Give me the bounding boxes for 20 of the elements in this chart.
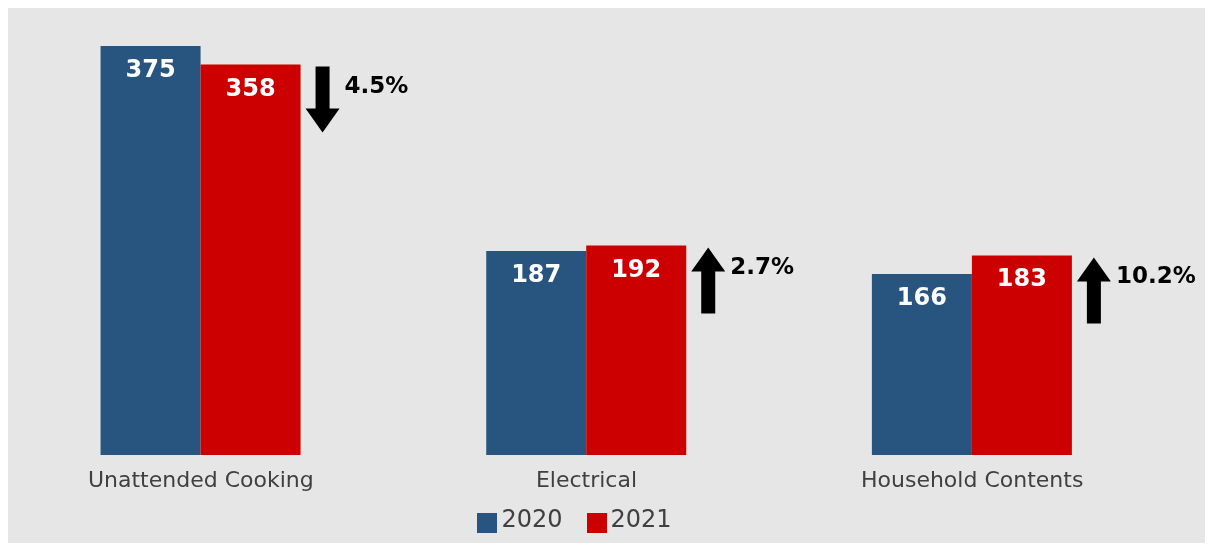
x-tick-label: Unattended Cooking xyxy=(87,466,314,492)
bar xyxy=(586,245,687,455)
legend-label: 2020 xyxy=(501,505,563,533)
x-tick-label: Household Contents xyxy=(860,466,1084,492)
bar xyxy=(971,255,1072,455)
data-label: 183 xyxy=(996,264,1047,293)
data-label: 166 xyxy=(896,282,947,311)
annotation: 4.5% xyxy=(344,71,409,98)
data-label: 187 xyxy=(511,260,562,289)
annotation: 10.2% xyxy=(1115,262,1196,289)
bar xyxy=(871,273,972,455)
bar xyxy=(100,46,201,455)
data-label: 192 xyxy=(611,254,662,283)
x-tick-label: Electrical xyxy=(535,466,638,492)
data-label: 375 xyxy=(125,55,176,84)
legend-label: 2021 xyxy=(610,505,672,533)
annotation: 2.7% xyxy=(730,252,795,279)
data-label: 358 xyxy=(225,73,276,102)
bar xyxy=(200,64,301,455)
bar xyxy=(486,251,587,455)
